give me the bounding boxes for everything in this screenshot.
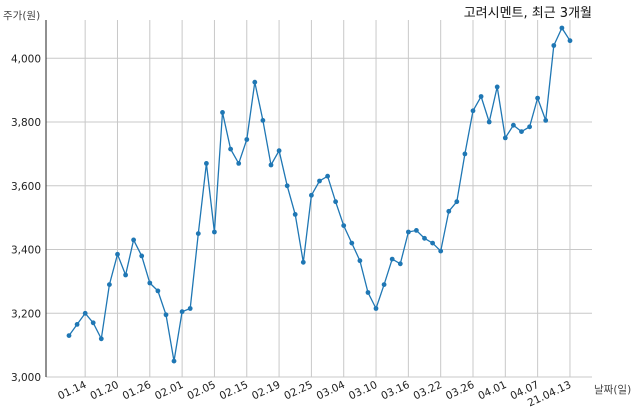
data-point [147, 280, 153, 286]
x-tick-label: 01.20 [88, 379, 120, 403]
data-point [179, 309, 185, 315]
data-point [244, 137, 250, 142]
data-point [171, 358, 177, 364]
data-point [397, 261, 403, 267]
data-point [462, 151, 468, 157]
x-tick-label: 02.15 [218, 379, 250, 403]
y-tick-label: 3,200 [11, 308, 41, 320]
x-tick-label: 02.01 [153, 379, 185, 403]
chart-title: 고려시멘트, 최근 3개월 [464, 6, 592, 21]
y-tick-label: 3,800 [11, 117, 41, 129]
data-point [470, 108, 476, 114]
x-tick-label: 01.26 [121, 379, 154, 403]
x-tick-label: 03.22 [412, 379, 444, 403]
data-point [486, 119, 492, 125]
data-point [220, 110, 225, 115]
data-point [309, 192, 314, 198]
data-point [155, 288, 161, 294]
data-point [300, 259, 306, 265]
data-point [82, 310, 88, 316]
x-tick-label: 03.26 [444, 379, 477, 403]
data-point [389, 256, 395, 262]
data-point [373, 306, 379, 311]
y-tick-label: 3,600 [11, 181, 41, 193]
data-point [333, 199, 338, 205]
data-point [454, 199, 460, 205]
data-point [478, 94, 484, 99]
data-point [90, 320, 96, 326]
data-point [292, 212, 298, 217]
data-point [349, 240, 355, 246]
data-point [195, 231, 201, 237]
data-point [260, 118, 266, 123]
data-point [438, 248, 444, 254]
grid [46, 20, 592, 378]
data-point [502, 135, 508, 141]
series [66, 25, 573, 364]
data-point [567, 38, 573, 44]
data-point [551, 43, 557, 48]
x-axis-title: 날짜(일) [594, 383, 631, 396]
data-point [430, 240, 435, 246]
data-point [543, 118, 549, 123]
data-point [317, 178, 322, 184]
data-point [414, 228, 419, 233]
data-point [66, 333, 72, 338]
data-point [559, 25, 565, 31]
data-point [123, 272, 128, 278]
y-axis-title: 주가(원) [3, 10, 40, 22]
data-point [406, 229, 411, 235]
data-point [357, 258, 363, 264]
data-point [228, 146, 234, 152]
data-point [236, 161, 242, 166]
x-tick-label: 02.25 [282, 379, 314, 403]
data-point [446, 208, 452, 214]
data-point [527, 124, 532, 130]
y-tick-label: 3,400 [11, 245, 41, 257]
data-point [107, 282, 112, 287]
data-point [98, 336, 104, 342]
x-tick-label: 03.10 [347, 379, 379, 403]
data-point [74, 322, 80, 327]
x-tick-label: 03.04 [315, 379, 348, 403]
x-tick-label: 03.16 [379, 379, 412, 403]
data-point [139, 253, 145, 259]
data-point [204, 161, 209, 166]
data-point [519, 129, 524, 135]
data-point [252, 79, 258, 85]
data-point [341, 223, 347, 229]
data-point [535, 95, 540, 101]
tick-labels: 3,000 3,200 3,400 3,600 3,800 4,000 01.14 01.20… [11, 53, 573, 409]
data-point [494, 84, 500, 90]
data-point [268, 162, 274, 168]
data-point [365, 290, 371, 295]
x-tick-label: 04.01 [476, 379, 508, 403]
data-point [284, 183, 290, 189]
x-tick-label: 01.14 [56, 379, 89, 403]
data-point [325, 173, 330, 179]
data-point [163, 312, 169, 318]
data-point [381, 282, 387, 287]
data-point [276, 148, 282, 154]
data-point [511, 122, 516, 128]
y-tick-label: 4,000 [11, 53, 41, 65]
x-tick-label: 02.05 [185, 379, 217, 403]
data-point [115, 251, 120, 257]
data-point [422, 235, 427, 241]
data-point [131, 237, 137, 243]
data-point [212, 229, 217, 235]
data-point [187, 306, 193, 311]
x-tick-label: 02.19 [250, 379, 282, 403]
y-tick-label: 3,000 [11, 372, 41, 384]
series-line [68, 26, 571, 362]
